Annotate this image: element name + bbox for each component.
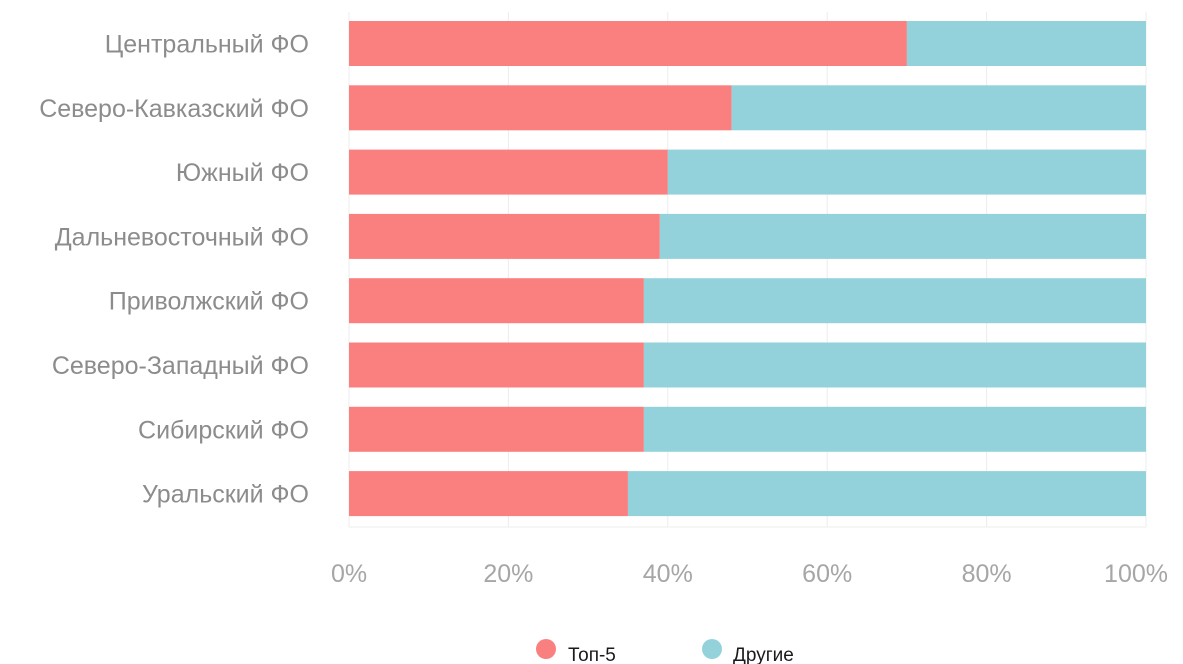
legend-item-top5[interactable]: Топ-5 <box>536 639 616 664</box>
bar-segment-top5 <box>349 342 644 388</box>
bar-segment-top5 <box>349 21 907 66</box>
x-tick-label: 100% <box>1104 560 1168 588</box>
bar-segment-top5 <box>349 406 644 452</box>
category-labels: Центральный ФО Северо-Кавказский ФО Южный … <box>39 31 309 509</box>
bar-segment-other <box>731 85 1146 131</box>
x-tick-label: 0% <box>331 560 367 588</box>
bar-segment-other <box>667 149 1146 195</box>
category-label: Дальневосточный ФО <box>55 223 309 251</box>
x-tick-label: 40% <box>643 560 693 588</box>
legend-label: Другие <box>733 645 794 664</box>
category-label: Северо-Западный ФО <box>52 352 309 380</box>
bar-segment-other <box>643 278 1146 324</box>
bar-segment-top5 <box>349 471 628 517</box>
x-tick-label: 60% <box>802 560 852 588</box>
category-label: Сибирский ФО <box>138 416 309 444</box>
bar-segment-other <box>627 471 1146 517</box>
legend-label: Топ-5 <box>568 645 616 664</box>
x-tick-label: 80% <box>962 560 1012 588</box>
category-label: Центральный ФО <box>105 31 309 59</box>
bar-segment-top5 <box>349 149 668 195</box>
legend-swatch <box>702 639 722 659</box>
bars <box>349 21 1146 517</box>
bar-segment-top5 <box>349 85 732 131</box>
category-label: Уральский ФО <box>142 481 309 509</box>
bar-segment-other <box>643 406 1146 452</box>
category-label: Северо-Кавказский ФО <box>39 95 309 123</box>
x-axis-tick-labels: 0% 20% 40% 60% 80% 100% <box>331 560 1168 588</box>
bar-segment-top5 <box>349 213 660 259</box>
legend: Топ-5 Другие <box>536 639 794 664</box>
bar-segment-other <box>906 21 1146 66</box>
bar-segment-other <box>659 213 1146 259</box>
legend-item-other[interactable]: Другие <box>702 639 794 664</box>
bar-segment-other <box>643 342 1146 388</box>
x-tick-label: 20% <box>483 560 533 588</box>
bar-segment-top5 <box>349 278 644 324</box>
legend-swatch <box>536 639 556 659</box>
category-label: Южный ФО <box>176 159 309 187</box>
category-label: Приволжский ФО <box>109 288 309 316</box>
